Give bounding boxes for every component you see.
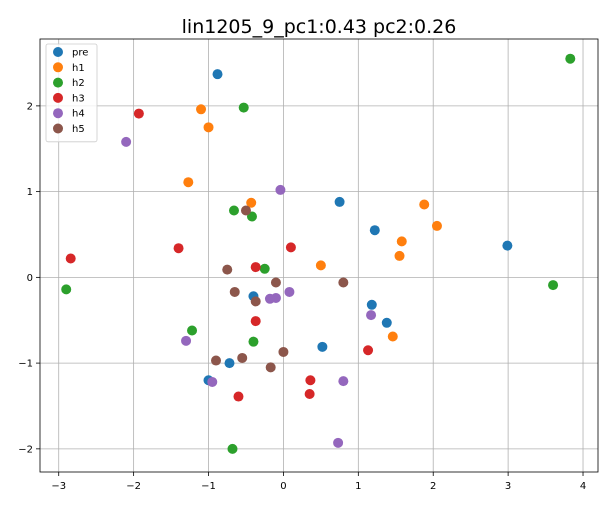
point-h4 [207,376,218,387]
y-tick-label: −1 [18,359,33,370]
legend-marker-h2 [53,77,63,88]
point-h4 [264,293,275,304]
legend-label-h4: h4 [72,109,85,120]
point-h3 [233,391,244,402]
legend-label-h5: h5 [72,124,85,135]
point-h3 [133,108,144,119]
point-h1 [203,122,214,133]
point-h5 [211,355,222,366]
point-h1 [394,250,405,261]
point-h3 [305,375,316,386]
point-h2 [259,263,270,274]
point-h1 [387,331,398,342]
grid [40,39,598,472]
chart-title: lin1205_9_pc1:0.43 pc2:0.26 [182,16,457,38]
point-h1 [396,236,407,247]
point-pre [212,69,223,80]
point-h3 [173,243,184,254]
point-h2 [61,284,72,295]
point-h2 [187,325,198,336]
point-h4 [275,184,286,195]
point-h5 [270,277,281,288]
point-h5 [250,296,261,307]
x-tick-label: 1 [355,481,361,492]
y-tick-label: 1 [27,187,33,198]
point-h5 [237,352,248,363]
point-pre [381,317,392,328]
point-h2 [227,443,238,454]
point-h3 [285,242,296,253]
point-h5 [222,264,233,275]
point-h5 [229,286,240,297]
point-h4 [181,335,192,346]
x-tick-label: −2 [126,481,141,492]
point-h4 [333,437,344,448]
legend-label-h1: h1 [72,63,85,74]
point-h4 [338,376,349,387]
y-tick-label: 0 [27,273,33,284]
point-h1 [246,197,257,208]
point-h4 [284,286,295,297]
x-tick-label: −3 [51,481,66,492]
x-tick-label: −1 [201,481,216,492]
point-h4 [366,310,377,321]
legend-label-pre: pre [72,48,88,59]
legend-label-h2: h2 [72,78,85,89]
point-h1 [419,199,430,210]
point-h3 [304,388,315,399]
point-h1 [315,260,326,271]
point-pre [366,299,377,310]
point-h1 [183,177,194,188]
y-tick-label: −2 [18,444,33,455]
data-points [61,53,576,454]
point-h5 [278,346,289,357]
point-h4 [121,136,132,147]
axis-ticks: −3 −2 −1 0 1 2 3 4 −2 −1 0 1 2 [18,101,586,492]
point-h2 [228,205,239,216]
legend-marker-h5 [53,123,63,134]
point-h1 [431,220,442,231]
x-tick-label: 3 [505,481,511,492]
point-h5 [265,362,276,373]
point-pre [502,240,513,251]
point-h3 [250,316,261,327]
point-h2 [548,280,559,291]
point-h3 [363,345,374,356]
point-pre [369,225,380,236]
point-pre [334,196,345,207]
legend-marker-h3 [53,92,63,103]
x-tick-label: 4 [580,481,586,492]
legend-marker-h1 [53,62,63,73]
point-h5 [240,205,251,216]
plot-frame [39,38,599,473]
legend-label-h3: h3 [72,93,85,104]
point-pre [224,358,235,369]
y-tick-label: 2 [27,101,33,112]
point-h1 [196,104,207,115]
point-h3 [65,253,76,264]
point-h5 [338,277,349,288]
point-h2 [565,53,576,64]
legend: pre h1 h2 h3 h4 h5 [45,43,98,143]
point-pre [317,341,328,352]
point-h2 [238,102,249,113]
point-h2 [248,336,259,347]
legend-marker-pre [53,47,63,57]
legend-marker-h4 [53,108,63,119]
x-tick-label: 0 [280,481,286,492]
point-h3 [250,262,261,273]
x-tick-label: 2 [430,481,436,492]
